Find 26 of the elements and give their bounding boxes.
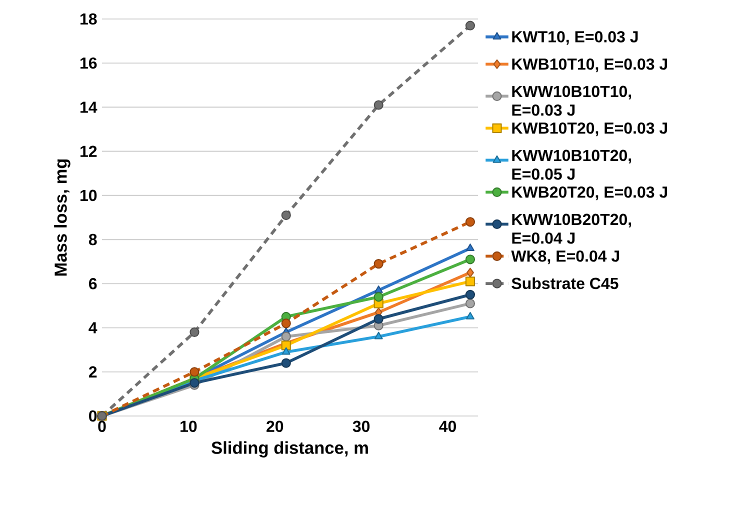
x-tick-label: 30 [352,420,370,432]
legend-label: KWW10B20T20, E=0.04 J [512,214,632,244]
legend-label: KWB10T20, E=0.03 J [512,122,668,136]
x-tick-label: 10 [180,420,197,432]
legend-label: KWT10, E=0.03 J [512,31,638,45]
legend-label: WK8, E=0.04 J [511,250,620,264]
y-tick-label: 4 [88,322,98,334]
y-tick-label: 12 [80,146,97,157]
y-tick-label: 18 [80,13,97,25]
y-tick-label: 6 [88,278,97,290]
x-tick-label: 0 [98,420,106,432]
legend-label: KWB10T10, E=0.03 J [512,58,668,72]
y-axis-title: Mass loss, mg [54,159,70,276]
x-tick-label: 40 [439,420,456,432]
y-tick-label: 10 [80,190,97,202]
legend-label: KWW10B10T10, E=0.03 J [512,86,632,116]
x-axis-title: Sliding distance, m [212,441,368,458]
y-tick-label: 2 [88,366,97,378]
legend-label: KWB20T20, E=0.03 J [512,186,668,200]
y-tick-label: 8 [88,234,97,246]
y-tick-label: 16 [80,57,97,69]
legend-label: Substrate C45 [512,277,618,290]
legend-label: KWW10B10T20, E=0.05 J [512,150,632,180]
y-tick-label: 14 [80,102,98,113]
x-tick-label: 20 [266,420,284,432]
y-tick-label: 0 [89,410,97,422]
